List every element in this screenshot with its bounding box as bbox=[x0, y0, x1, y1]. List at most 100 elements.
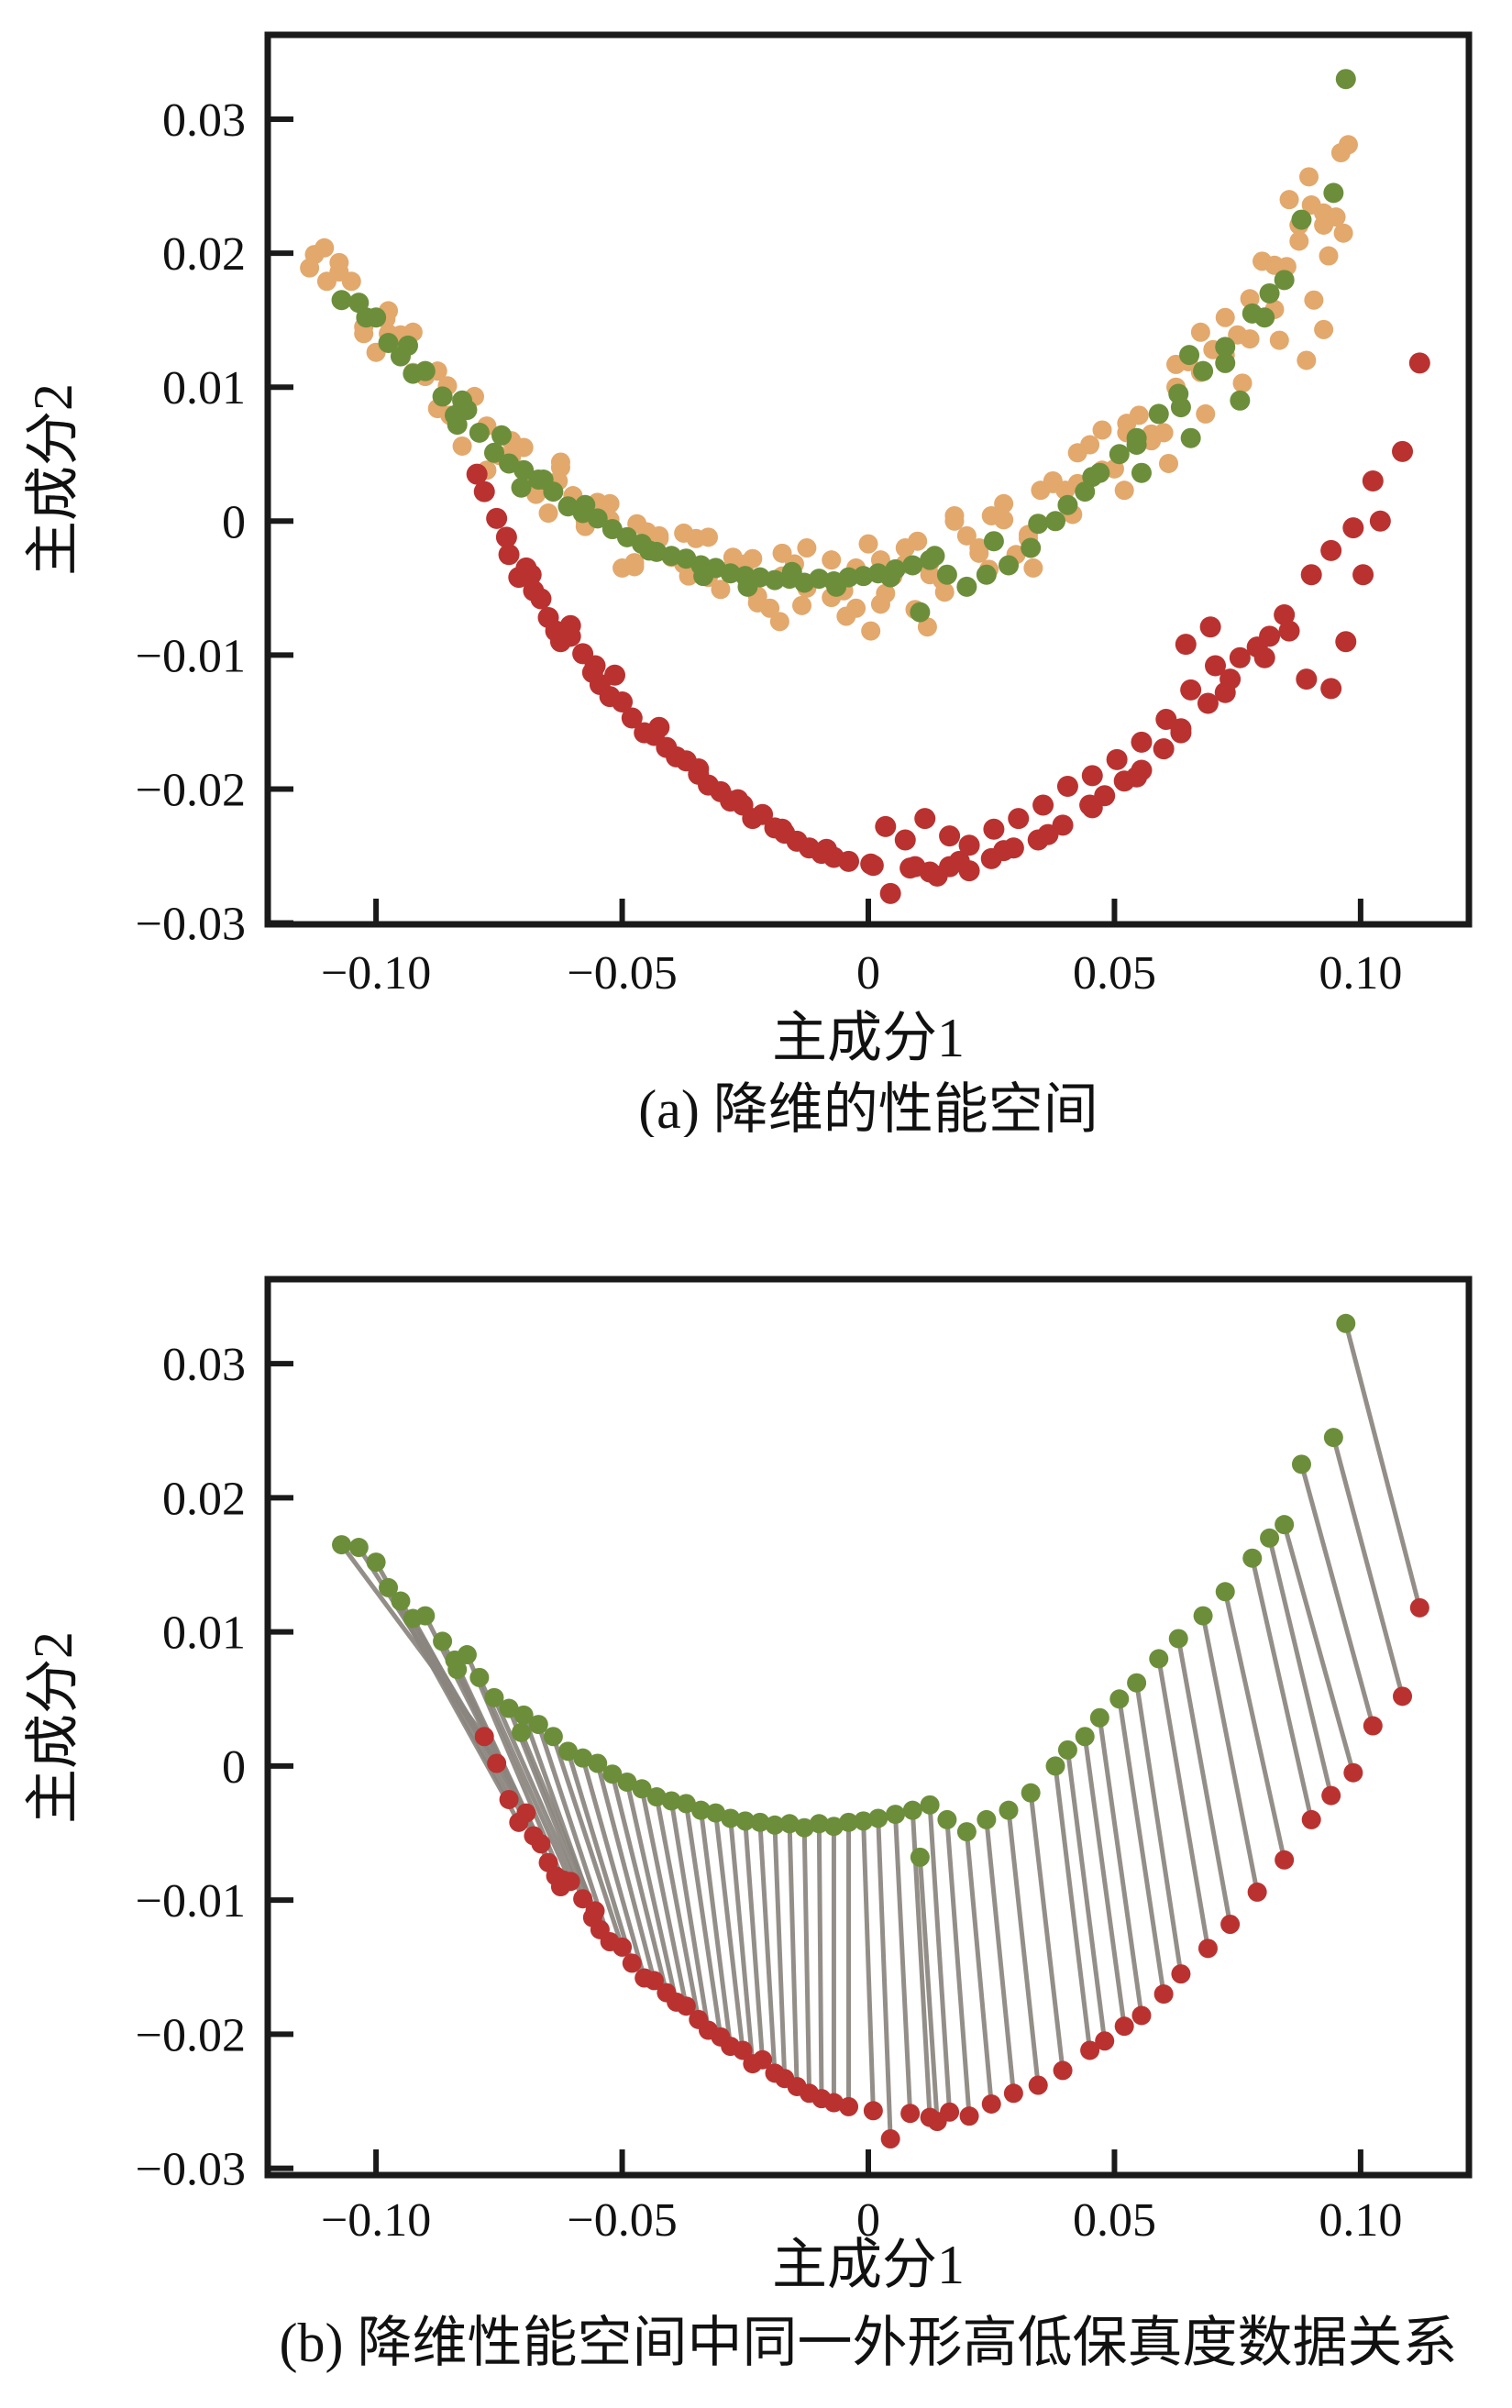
pair-point-green bbox=[956, 1822, 977, 1842]
scatter-point-low-fidelity-cloud bbox=[1279, 190, 1299, 210]
pair-line bbox=[491, 1696, 585, 1900]
scatter-point-red-samples bbox=[1106, 748, 1128, 770]
pair-line bbox=[917, 1857, 940, 2122]
scatter-point-green-samples bbox=[639, 540, 660, 561]
scatter-point-red-samples bbox=[1296, 668, 1318, 690]
scatter-point-red-samples bbox=[1126, 766, 1148, 788]
scatter-point-low-fidelity-cloud bbox=[861, 621, 881, 641]
y-tick-label: 0.02 bbox=[162, 228, 246, 281]
pair-point-red bbox=[959, 2106, 979, 2126]
pair-point-red bbox=[1393, 1686, 1413, 1707]
scatter-point-red-samples bbox=[1199, 616, 1221, 638]
scatter-point-red-samples bbox=[1008, 808, 1030, 830]
pair-point-red bbox=[613, 1937, 633, 1957]
scatter-point-green-samples bbox=[1335, 69, 1356, 90]
scatter-point-low-fidelity-cloud bbox=[1114, 480, 1134, 501]
scatter-point-low-fidelity-cloud bbox=[1190, 322, 1210, 342]
scatter-point-red-samples bbox=[1335, 631, 1357, 653]
pair-point-green bbox=[1323, 1428, 1343, 1448]
pair-point-green bbox=[1089, 1707, 1109, 1728]
pair-point-green bbox=[379, 1577, 399, 1597]
pair-line bbox=[984, 1819, 1016, 2094]
pair-point-green bbox=[543, 1727, 563, 1747]
scatter-point-red-samples bbox=[958, 834, 980, 856]
y-tick-label: −0.01 bbox=[136, 1875, 246, 1928]
scatter-point-red-samples bbox=[1278, 620, 1300, 642]
scatter-point-red-samples bbox=[498, 544, 520, 566]
scatter-point-green-samples bbox=[910, 602, 931, 623]
scatter-point-red-samples bbox=[1153, 738, 1175, 760]
pair-point-red bbox=[863, 2101, 883, 2121]
pair-point-green bbox=[1075, 1727, 1095, 1747]
pair-line bbox=[654, 1796, 701, 2020]
scatter-point-low-fidelity-cloud bbox=[526, 484, 546, 504]
x-tick-label: 0 bbox=[856, 2194, 880, 2247]
pair-point-green bbox=[902, 1800, 922, 1820]
caption-b: (b) 降维性能空间中同一外形高低保真度数据关系 bbox=[280, 2313, 1458, 2373]
pair-point-red bbox=[1153, 1984, 1174, 2005]
y-tick-label: −0.03 bbox=[136, 899, 246, 951]
scatter-point-low-fidelity-cloud bbox=[1129, 405, 1149, 425]
scatter-point-red-samples bbox=[486, 507, 508, 529]
scatter-point-red-samples bbox=[983, 818, 1005, 840]
scatter-point-green-samples bbox=[356, 307, 377, 328]
scatter-point-red-samples bbox=[1180, 679, 1202, 701]
scatter-point-low-fidelity-cloud bbox=[1304, 290, 1324, 310]
scatter-point-low-fidelity-cloud bbox=[1299, 167, 1319, 187]
scatter-point-green-samples bbox=[469, 422, 490, 443]
scatter-point-low-fidelity-cloud bbox=[1196, 403, 1216, 424]
pair-point-green bbox=[602, 1764, 623, 1784]
scatter-point-red-samples bbox=[1320, 678, 1342, 700]
scatter-point-red-samples bbox=[604, 664, 626, 686]
pair-point-green bbox=[721, 1808, 741, 1828]
pair-point-green bbox=[750, 1812, 770, 1832]
pair-point-green bbox=[886, 1805, 906, 1825]
scatter-point-low-fidelity-cloud bbox=[1043, 470, 1063, 491]
scatter-point-red-samples bbox=[1131, 731, 1153, 753]
x-tick-label: 0.05 bbox=[1073, 2194, 1156, 2247]
pair-point-red bbox=[839, 2096, 859, 2116]
y-axis-label-a: 主成分2 bbox=[23, 383, 83, 576]
scatter-point-low-fidelity-cloud bbox=[1232, 373, 1253, 393]
scatter-point-low-fidelity-cloud bbox=[908, 531, 928, 551]
x-tick-label: 0.10 bbox=[1319, 2194, 1402, 2247]
pair-point-red bbox=[550, 1877, 570, 1897]
pair-point-green bbox=[937, 1809, 957, 1829]
pair-point-green bbox=[511, 1722, 531, 1742]
scatter-point-green-samples bbox=[1045, 511, 1066, 532]
pair-point-green bbox=[839, 1812, 859, 1832]
x-axis-label-a: 主成分1 bbox=[772, 1008, 965, 1068]
pair-point-green bbox=[348, 1538, 369, 1558]
x-tick-label: −0.05 bbox=[567, 947, 677, 1000]
scatter-point-low-fidelity-cloud bbox=[769, 612, 789, 632]
scatter-point-green-samples bbox=[737, 576, 758, 597]
scatter-point-green-samples bbox=[1259, 282, 1280, 304]
scatter-point-green-samples bbox=[587, 508, 608, 529]
scatter-point-green-samples bbox=[491, 425, 513, 446]
scatter-point-low-fidelity-cloud bbox=[1330, 143, 1351, 163]
scatter-point-green-samples bbox=[1148, 403, 1169, 425]
scatter-point-green-samples bbox=[1274, 270, 1295, 291]
scatter-point-red-samples bbox=[1300, 564, 1322, 586]
pair-point-green bbox=[469, 1667, 490, 1687]
pair-point-green bbox=[484, 1687, 504, 1707]
scatter-point-low-fidelity-cloud bbox=[944, 505, 965, 525]
scatter-point-green-samples bbox=[1230, 390, 1251, 411]
pair-line bbox=[757, 1822, 778, 2073]
scatter-point-low-fidelity-cloud bbox=[1297, 350, 1317, 370]
pair-point-green bbox=[646, 1787, 667, 1807]
scatter-point-red-samples bbox=[993, 840, 1015, 862]
pair-point-green bbox=[332, 1535, 352, 1555]
pair-line bbox=[1200, 1615, 1260, 1893]
pair-line bbox=[566, 1751, 635, 1964]
y-tick-label: −0.03 bbox=[136, 2144, 246, 2196]
scatter-point-low-fidelity-cloud bbox=[934, 582, 955, 602]
y-tick-label: 0.03 bbox=[162, 94, 246, 147]
scatter-point-red-samples bbox=[473, 480, 495, 503]
pair-line bbox=[876, 1817, 893, 2139]
pair-point-red bbox=[880, 2129, 900, 2149]
scatter-point-green-samples bbox=[764, 569, 785, 591]
pair-point-green bbox=[573, 1748, 593, 1768]
pair-line bbox=[1117, 1698, 1166, 1994]
scatter-point-low-fidelity-cloud bbox=[1240, 289, 1260, 309]
